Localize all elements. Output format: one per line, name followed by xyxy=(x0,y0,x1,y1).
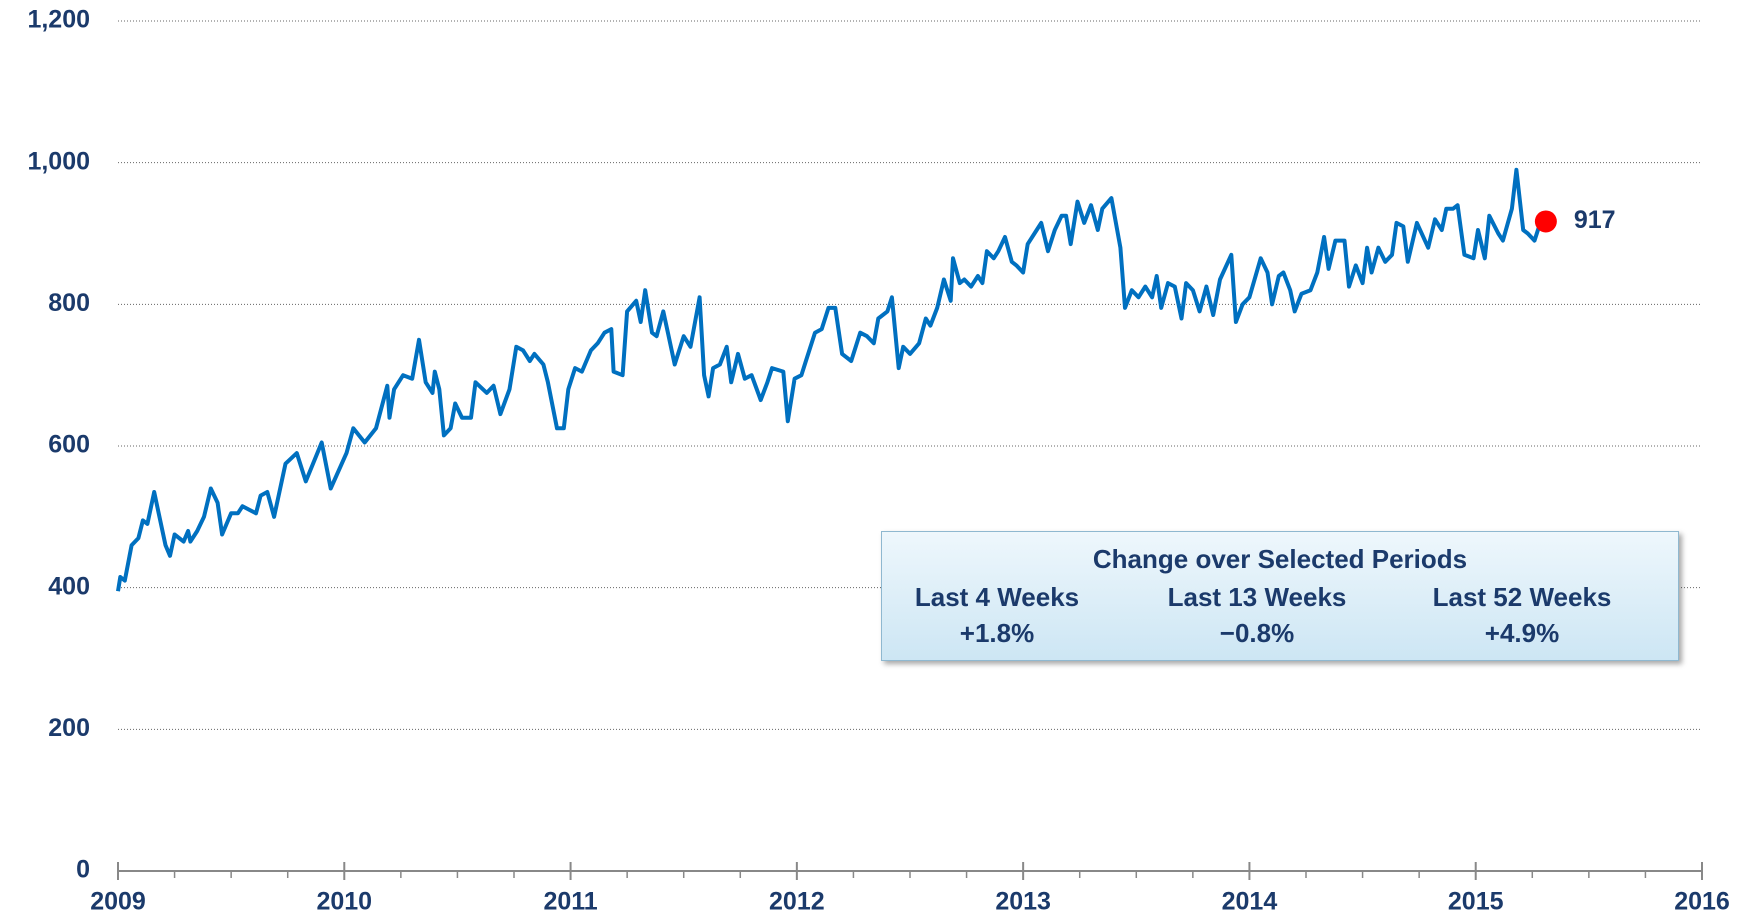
y-tick-label: 400 xyxy=(48,572,90,600)
summary-title: Change over Selected Periods xyxy=(1092,544,1468,574)
y-tick-label: 600 xyxy=(48,431,90,459)
summary-label: Last 52 Weeks xyxy=(1432,582,1612,612)
x-tick-label: 2016 xyxy=(1674,888,1730,916)
summary-change: +1.8% xyxy=(959,618,1035,648)
y-tick-label: 200 xyxy=(48,714,90,742)
summary-change: +4.9% xyxy=(1484,618,1560,648)
y-tick-label: 1,200 xyxy=(27,6,90,34)
x-tick-label: 2011 xyxy=(543,888,597,916)
summary-label: Last 13 Weeks xyxy=(1167,582,1347,612)
summary-column: Last 52 Weeks +4.9% xyxy=(1402,579,1642,651)
x-tick-label: 2014 xyxy=(1222,888,1278,916)
summary-label: Last 4 Weeks xyxy=(914,582,1080,612)
x-tick-label: 2012 xyxy=(769,888,825,916)
data-line xyxy=(116,167,1548,592)
summary-box: Change over Selected Periods Last 4 Week… xyxy=(881,531,1679,661)
y-tick-label: 800 xyxy=(48,289,90,317)
y-tick-label: 0 xyxy=(76,856,90,884)
x-tick-label: 2015 xyxy=(1448,888,1504,916)
x-tick-label: 2013 xyxy=(995,888,1051,916)
summary-columns: Last 4 Weeks +1.8% Last 13 Weeks −0.8% Last … xyxy=(882,579,1678,651)
summary-column: Last 13 Weeks −0.8% xyxy=(1112,579,1402,651)
highlight-point xyxy=(1534,210,1557,233)
highlight-label: 917 xyxy=(1574,206,1616,234)
summary-change: −0.8% xyxy=(1219,618,1295,648)
x-tick-label: 2010 xyxy=(316,888,372,916)
y-tick-label: 1,000 xyxy=(27,147,90,175)
summary-column: Last 4 Weeks +1.8% xyxy=(882,579,1112,651)
x-tick-label: 2009 xyxy=(90,888,146,916)
